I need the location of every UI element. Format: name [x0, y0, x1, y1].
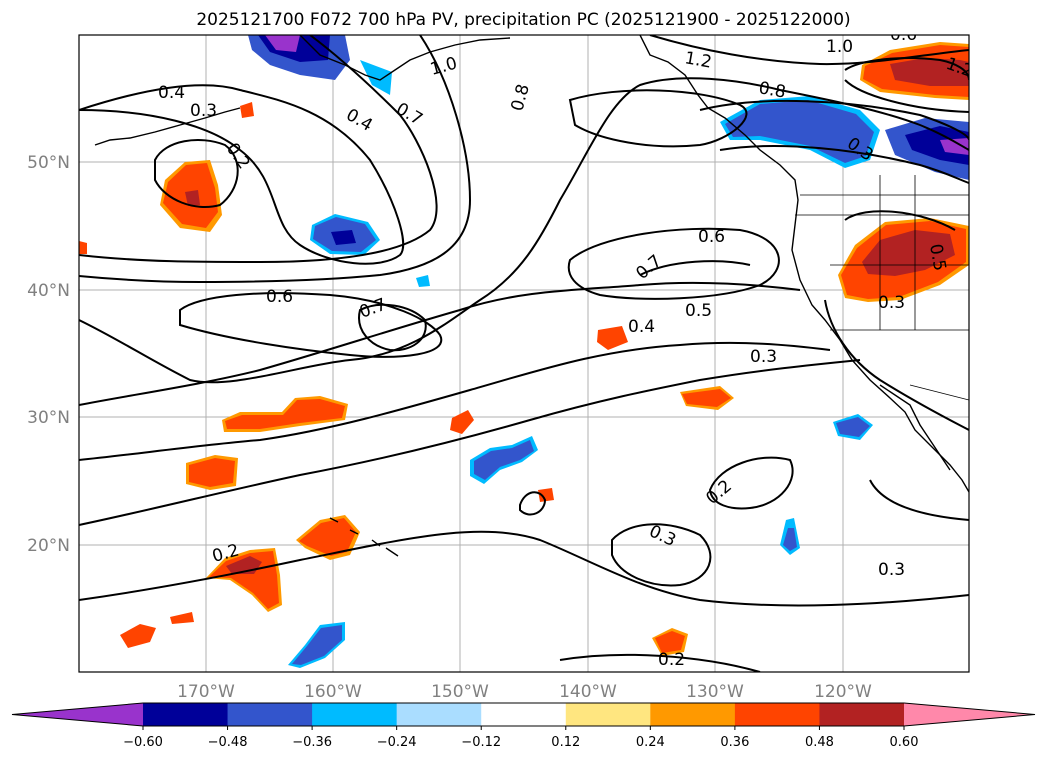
contour-label: 0.5 [925, 242, 949, 272]
lat-label: 20°N [27, 536, 70, 556]
contour-label: 0.6 [890, 25, 917, 45]
colorbar-segment [143, 703, 229, 726]
colorbar-extend-max [904, 703, 1035, 726]
colorbar-tick-label: −0.24 [377, 735, 417, 750]
lon-label: 140°W [559, 682, 617, 702]
colorbar-segment [481, 703, 567, 726]
lon-label: 120°W [814, 682, 872, 702]
alaska-coast [299, 35, 511, 81]
contour-label: 0.4 [628, 317, 655, 337]
contour-label: 0.2 [658, 650, 685, 670]
colorbar-tick-label: 0.36 [720, 735, 749, 750]
precip-positive-area [299, 518, 356, 556]
colorbar-segment [650, 703, 736, 726]
precip-positive-area [890, 58, 969, 86]
precip-negative-area [940, 138, 969, 155]
precip-anomalies [79, 35, 969, 668]
hawaiian-islands [329, 517, 399, 557]
lat-label: 30°N [27, 408, 70, 428]
precip-positive-area [225, 399, 345, 429]
contour-label: 0.3 [750, 347, 777, 367]
baja-coast [879, 384, 951, 471]
colorbar-segment [734, 703, 820, 726]
map-border [78, 34, 970, 673]
precip-positive-area [655, 631, 685, 653]
colorbar-tick-label: −0.60 [123, 735, 163, 750]
precip-positive-area [862, 230, 955, 276]
precip-positive-area [240, 102, 254, 118]
lat-label: 40°N [27, 281, 70, 301]
map-title: 2025121700 F072 700 hPa PV, precipitatio… [196, 10, 851, 30]
precip-positive-area [189, 458, 235, 487]
north-america-coast [639, 35, 969, 493]
precip-negative-area [416, 275, 430, 287]
colorbar-tick-label: −0.12 [461, 735, 501, 750]
precip-negative-area [836, 417, 870, 437]
precip-negative-area [783, 528, 797, 551]
colorbar-tick-label: −0.48 [208, 735, 248, 750]
colorbar-segment [227, 703, 313, 726]
contour-label: 0.3 [190, 101, 217, 121]
contour-label: 1.2 [683, 48, 713, 72]
contour-label: 0.6 [698, 227, 725, 247]
colorbar-extend-min [12, 703, 143, 726]
precip-negative-area [725, 100, 874, 163]
lon-label: 160°W [304, 682, 362, 702]
colorbar-tick-label: 0.48 [805, 735, 834, 750]
state-borders [795, 175, 969, 401]
contour-label: 0.5 [685, 301, 712, 321]
contour-label: 0.3 [878, 560, 905, 580]
precip-negative-area [331, 230, 356, 245]
precip-positive-area [209, 551, 279, 609]
contour-label: 0.6 [266, 287, 293, 307]
colorbar-tick-label: 0.12 [551, 735, 580, 750]
colorbar-segment [819, 703, 905, 726]
precip-positive-area [185, 190, 200, 206]
coastlines [94, 35, 969, 557]
precip-positive-area [538, 488, 554, 502]
colorbar-tick-label: −0.36 [292, 735, 332, 750]
colorbar-segment [312, 703, 398, 726]
precip-positive-area [682, 389, 731, 407]
contour-label: 0.3 [878, 293, 905, 313]
colorbar-tick-label: 0.60 [890, 735, 919, 750]
colorbar-segment [396, 703, 482, 726]
precip-negative-area [265, 35, 300, 52]
precip-positive-area [120, 624, 156, 648]
colorbar-segment [565, 703, 651, 726]
contour-label: 0.4 [158, 83, 185, 103]
gridlines [79, 35, 969, 672]
precip-negative-area [360, 60, 392, 95]
precip-positive-area [79, 241, 87, 254]
contour-label: 0.8 [757, 78, 787, 102]
precip-negative-area [292, 625, 342, 665]
lat-label: 50°N [27, 153, 70, 173]
pv-contours [79, 35, 969, 672]
precip-positive-area [170, 612, 194, 624]
precip-negative-area [474, 440, 534, 480]
latitude-axis: 50°N 40°N 30°N 20°N [27, 153, 70, 556]
precip-positive-area [597, 326, 628, 350]
precip-negative-area [905, 126, 969, 165]
lon-label: 170°W [177, 682, 235, 702]
aleutian-islands [94, 107, 241, 146]
lon-label: 130°W [686, 682, 744, 702]
lon-label: 150°W [431, 682, 489, 702]
precip-positive-area [450, 410, 474, 434]
contour-label: 1.0 [826, 37, 853, 57]
colorbar-tick-label: 0.24 [636, 735, 665, 750]
colorbar: −0.60 −0.48 −0.36 −0.24 −0.12 0.12 0.24 0.36 0.4… [11, 702, 1036, 750]
longitude-axis: 170°W 160°W 150°W 140°W 130°W 120°W [177, 682, 872, 702]
